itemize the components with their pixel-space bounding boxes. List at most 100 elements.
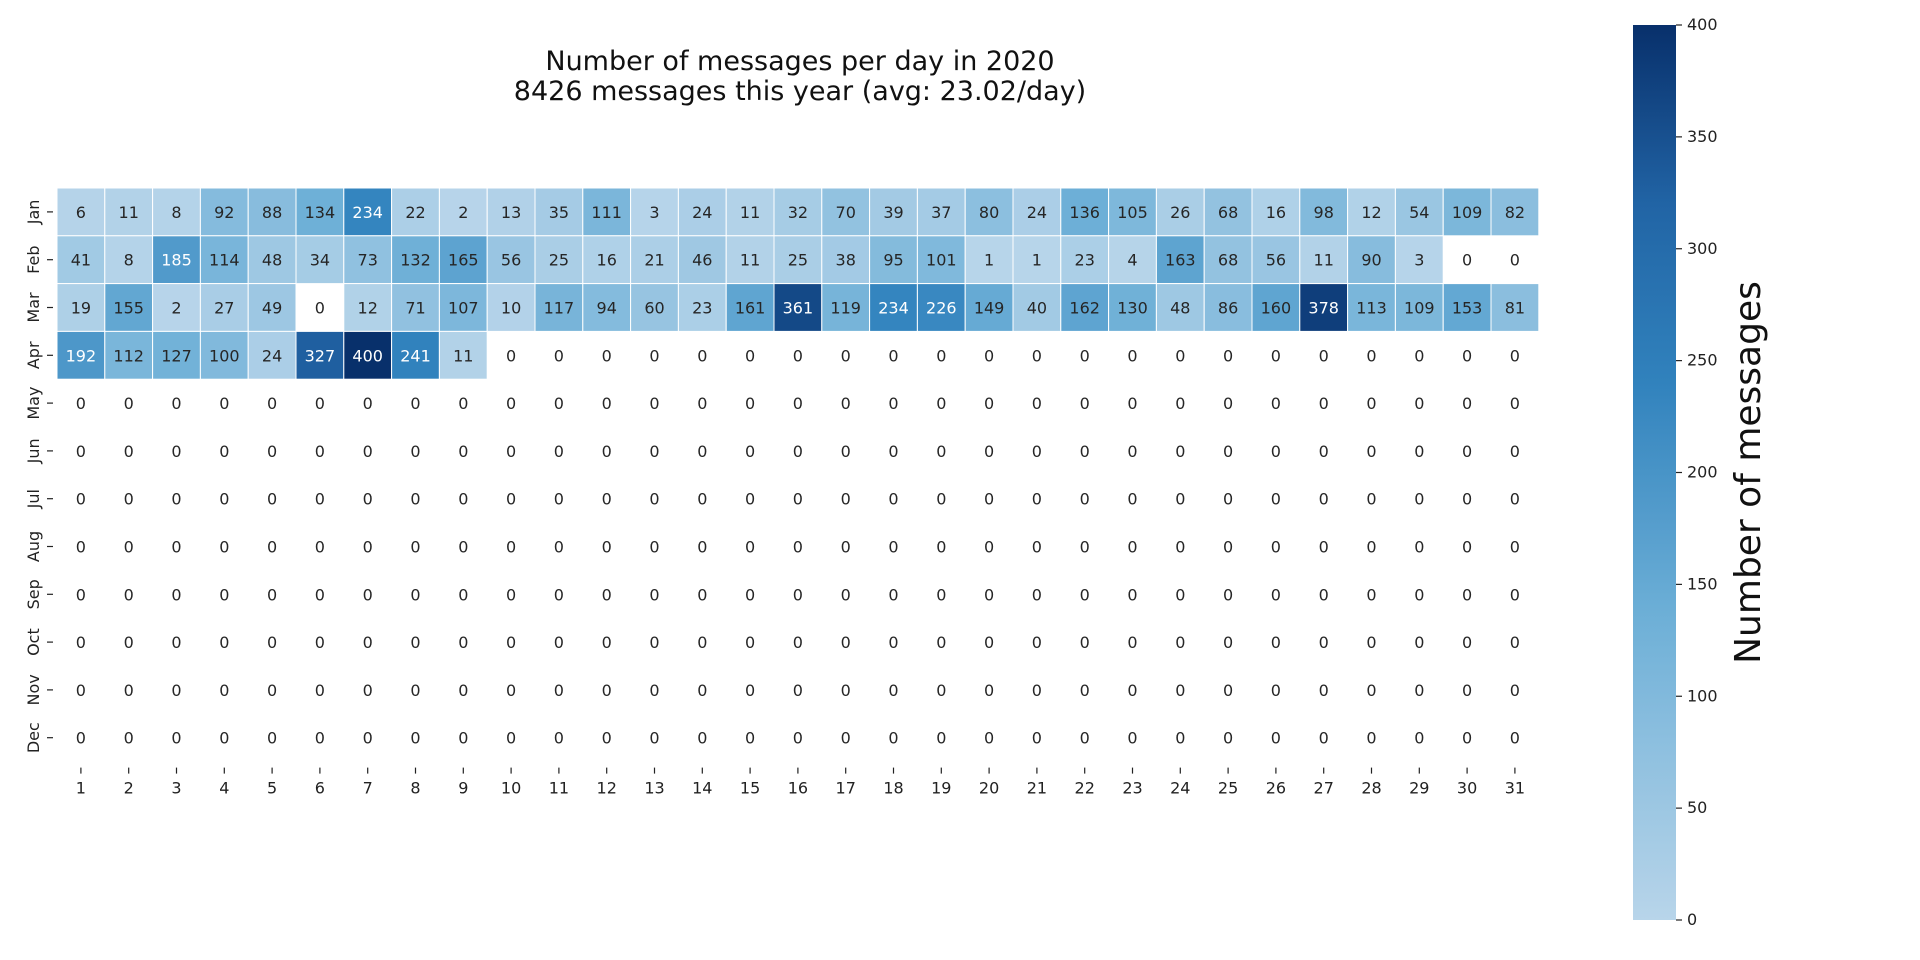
cell-value-label: 25 — [549, 251, 569, 270]
x-tick-label: 27 — [1314, 779, 1334, 798]
cell-value-label: 0 — [1462, 633, 1472, 652]
cell-value-label: 0 — [315, 729, 325, 748]
cell-value-label: 0 — [1271, 442, 1281, 461]
cell-value-label: 0 — [888, 681, 898, 700]
cell-value-label: 8 — [171, 203, 181, 222]
cell-value-label: 0 — [1175, 346, 1185, 365]
cell-value-label: 0 — [936, 490, 946, 509]
cell-value-label: 0 — [219, 442, 229, 461]
cell-value-label: 0 — [793, 442, 803, 461]
cell-value-label: 0 — [1127, 490, 1137, 509]
x-tick-label: 26 — [1266, 779, 1286, 798]
cell-value-label: 0 — [219, 633, 229, 652]
cell-value-label: 0 — [1080, 681, 1090, 700]
cell-value-label: 24 — [692, 203, 712, 222]
cell-value-label: 0 — [363, 394, 373, 413]
y-tick-label: Feb — [24, 246, 43, 274]
cell-value-label: 0 — [936, 538, 946, 557]
cell-value-label: 0 — [984, 585, 994, 604]
cell-value-label: 114 — [209, 251, 240, 270]
x-tick-label: 15 — [740, 779, 760, 798]
heatmap-cell — [630, 283, 679, 332]
cell-value-label: 0 — [1462, 585, 1472, 604]
cell-value-label: 60 — [644, 299, 664, 318]
cell-value-label: 0 — [888, 490, 898, 509]
cell-value-label: 0 — [506, 490, 516, 509]
cell-value-label: 0 — [1462, 442, 1472, 461]
heatmap-cell — [1155, 187, 1205, 237]
cell-value-label: 54 — [1409, 203, 1429, 222]
cell-value-label: 0 — [1414, 490, 1424, 509]
x-tick-label: 14 — [692, 779, 712, 798]
x-tick-label: 29 — [1409, 779, 1429, 798]
cell-value-label: 0 — [124, 729, 134, 748]
x-tick-label: 5 — [267, 779, 277, 798]
cell-value-label: 0 — [602, 538, 612, 557]
heatmap-cell — [295, 235, 345, 285]
heatmap-cell — [1299, 187, 1349, 237]
cell-value-label: 0 — [554, 585, 564, 604]
cell-value-label: 165 — [448, 251, 479, 270]
cell-value-label: 3 — [649, 203, 659, 222]
cell-value-label: 0 — [1414, 681, 1424, 700]
cell-value-label: 0 — [1127, 394, 1137, 413]
cell-value-label: 0 — [219, 729, 229, 748]
cell-value-label: 0 — [649, 346, 659, 365]
cell-value-label: 1 — [984, 251, 994, 270]
cell-value-label: 0 — [1414, 585, 1424, 604]
cell-value-label: 0 — [124, 585, 134, 604]
cell-value-label: 0 — [1366, 394, 1376, 413]
cell-value-label: 0 — [1319, 585, 1329, 604]
cell-value-label: 0 — [649, 633, 659, 652]
cell-value-label: 0 — [1462, 394, 1472, 413]
colorbar-tick-label: 150 — [1687, 574, 1718, 593]
cell-value-label: 0 — [697, 729, 707, 748]
cell-value-label: 0 — [1366, 538, 1376, 557]
cell-value-label: 0 — [841, 681, 851, 700]
cell-value-label: 81 — [1505, 299, 1525, 318]
cell-value-label: 0 — [171, 633, 181, 652]
x-tick-label: 30 — [1457, 779, 1477, 798]
cell-value-label: 0 — [1127, 681, 1137, 700]
heatmap-cell — [1347, 187, 1396, 237]
cell-value-label: 0 — [458, 442, 468, 461]
cell-value-label: 0 — [410, 585, 420, 604]
cell-value-label: 0 — [506, 633, 516, 652]
cell-value-label: 0 — [793, 490, 803, 509]
cell-value-label: 0 — [554, 346, 564, 365]
cell-value-label: 0 — [793, 729, 803, 748]
cell-value-label: 0 — [745, 681, 755, 700]
x-tick-label: 19 — [931, 779, 951, 798]
cell-value-label: 0 — [458, 394, 468, 413]
heatmap-cell — [247, 187, 297, 237]
cell-value-label: 0 — [1032, 538, 1042, 557]
heatmap-cell — [630, 187, 679, 237]
cell-value-label: 0 — [1319, 681, 1329, 700]
colorbar-tick-label: 400 — [1687, 15, 1718, 34]
cell-value-label: 0 — [1271, 585, 1281, 604]
cell-value-label: 0 — [171, 729, 181, 748]
cell-value-label: 0 — [171, 490, 181, 509]
heatmap-cell — [582, 283, 632, 332]
heatmap-cell — [1490, 187, 1540, 237]
cell-value-label: 48 — [1170, 299, 1190, 318]
cell-value-label: 0 — [602, 633, 612, 652]
heatmap-cell — [295, 330, 345, 380]
heatmap-cell — [104, 330, 154, 380]
cell-value-label: 0 — [649, 394, 659, 413]
cell-value-label: 105 — [1117, 203, 1148, 222]
cell-value-label: 0 — [554, 394, 564, 413]
cell-value-label: 0 — [649, 729, 659, 748]
cell-value-label: 0 — [76, 585, 86, 604]
cell-value-label: 0 — [506, 729, 516, 748]
heatmap-cell — [343, 330, 393, 380]
cell-value-label: 3 — [1414, 251, 1424, 270]
cell-value-label: 0 — [888, 394, 898, 413]
cell-value-label: 0 — [1175, 538, 1185, 557]
heatmap-cell — [438, 235, 488, 285]
y-tick-label: Oct — [24, 628, 43, 656]
cell-value-label: 0 — [793, 681, 803, 700]
cell-value-label: 0 — [936, 442, 946, 461]
cell-value-label: 0 — [76, 729, 86, 748]
cell-value-label: 0 — [1462, 251, 1472, 270]
